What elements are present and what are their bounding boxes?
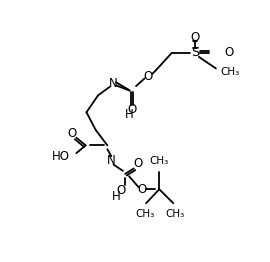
Text: O: O	[67, 127, 76, 140]
Text: O: O	[144, 70, 153, 83]
Text: H: H	[125, 108, 133, 121]
Text: CH₃: CH₃	[135, 209, 154, 219]
Text: N: N	[109, 77, 117, 90]
Text: O: O	[117, 184, 126, 197]
Text: CH₃: CH₃	[165, 209, 184, 219]
Text: N: N	[107, 154, 116, 167]
Text: O: O	[190, 31, 200, 44]
Text: O: O	[138, 183, 147, 196]
Text: H: H	[112, 190, 120, 204]
Text: O: O	[134, 157, 143, 170]
Text: S: S	[191, 46, 199, 59]
Text: O: O	[224, 46, 234, 59]
Text: CH₃: CH₃	[221, 67, 240, 77]
Text: CH₃: CH₃	[150, 156, 169, 166]
Text: O: O	[127, 103, 137, 117]
Text: HO: HO	[52, 150, 70, 163]
